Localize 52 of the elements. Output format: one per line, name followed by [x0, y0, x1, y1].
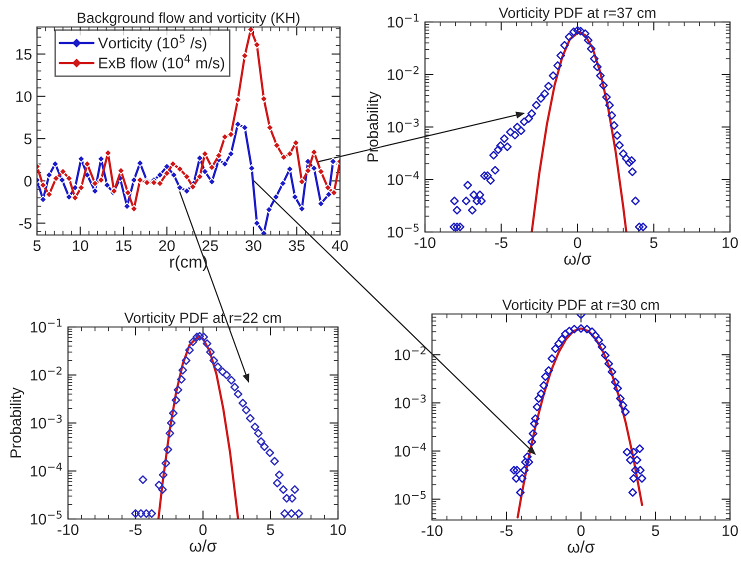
y-tick-label: 10$^{−5}$ [388, 224, 419, 238]
y-tick-label: 10$^{−5}$ [394, 490, 426, 505]
x-tick-label: -5 [500, 525, 513, 536]
x-tick-label: 35 [288, 240, 305, 252]
x-tick-label: 10 [722, 237, 738, 248]
x-tick-label: 40 [332, 240, 348, 252]
x-tick-label: 5 [652, 525, 660, 536]
legend-label: ExB flow (10$^{4}$ m/s) [99, 54, 224, 72]
y-tick-label: 10$^{−2}$ [388, 66, 419, 80]
x-tick-label: -5 [129, 524, 142, 536]
x-tick-label: 10 [330, 524, 346, 536]
y-tick-label: -5 [19, 218, 32, 229]
y-tick-label: 0 [24, 176, 32, 187]
x-tick-label: 15 [116, 240, 132, 252]
x-tick-label: 30 [246, 240, 262, 252]
y-tick-label: 10$^{−2}$ [30, 366, 62, 381]
x-tick-label: 25 [202, 240, 218, 252]
chart-title: Vorticity PDF at r=22 cm [124, 312, 281, 326]
x-tick-label: 0 [577, 525, 585, 536]
chart-title: Vorticity PDF at r=30 cm [502, 299, 659, 313]
x-tick-label: 20 [159, 240, 175, 252]
y-axis-title: Probability [366, 91, 382, 162]
x-tick-label: 5 [266, 524, 274, 536]
y-tick-label: 10$^{−3}$ [388, 118, 419, 133]
y-tick-label: 15 [16, 49, 32, 60]
x-tick-label: 5 [650, 237, 658, 248]
x-tick-label: -10 [414, 237, 436, 248]
chart-title: Vorticity PDF at r=37 cm [498, 7, 656, 21]
y-tick-label: 10$^{−3}$ [30, 414, 62, 429]
legend-label: Vorticity (10$^{5}$ /s) [98, 34, 206, 52]
x-tick-label: -10 [422, 525, 442, 536]
y-tick-label: 10$^{−2}$ [394, 346, 426, 360]
x-tick-label: 10 [72, 240, 88, 252]
y-tick-label: 10$^{−3}$ [394, 394, 426, 408]
chart-title: Background flow and vorticity (KH) [78, 12, 300, 26]
x-tick-label: 0 [574, 237, 582, 248]
y-axis-title: Probability [10, 387, 24, 458]
y-tick-label: 5 [24, 134, 32, 144]
x-tick-label: -10 [58, 524, 78, 536]
y-tick-label: 10$^{−4}$ [394, 442, 426, 457]
x-axis-title: ω/σ [564, 252, 592, 265]
y-tick-label: 10$^{−1}$ [388, 14, 419, 28]
x-tick-label: 10 [722, 525, 738, 536]
x-tick-label: -5 [495, 237, 508, 248]
y-tick-label: 10$^{−4}$ [30, 462, 62, 477]
x-axis-title: ω/σ [190, 539, 217, 552]
y-tick-label: 10$^{−1}$ [30, 318, 62, 333]
x-tick-label: 0 [199, 524, 207, 536]
y-tick-label: 10$^{−4}$ [388, 171, 419, 186]
x-axis-title: ω/σ [568, 540, 595, 553]
y-tick-label: 10 [16, 91, 32, 102]
y-tick-label: 10$^{−5}$ [30, 510, 62, 525]
